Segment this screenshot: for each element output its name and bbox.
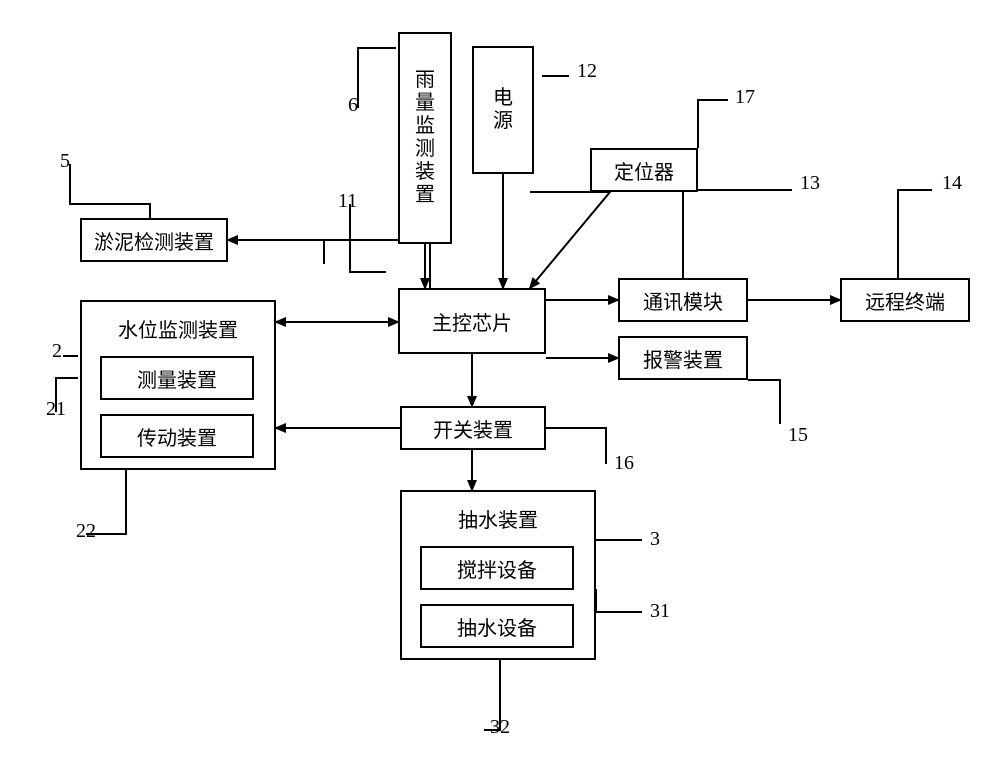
label-13: 13 (800, 172, 820, 195)
mud-box: 淤泥检测装置 (80, 218, 228, 262)
comm-box: 通讯模块 (618, 278, 748, 322)
alarm-box: 报警装置 (618, 336, 748, 380)
label-11: 11 (338, 190, 357, 213)
label-32: 32 (490, 716, 510, 739)
pump-pumpE: 抽水设备 (420, 604, 574, 648)
remote-box: 远程终端 (840, 278, 970, 322)
switch-box: 开关装置 (400, 406, 546, 450)
label-5: 5 (60, 150, 70, 173)
label-31: 31 (650, 600, 670, 623)
label-12: 12 (577, 60, 597, 83)
locator-box: 定位器 (590, 148, 698, 192)
label-17: 17 (735, 86, 755, 109)
label-6: 6 (348, 94, 358, 117)
water-drive: 传动装置 (100, 414, 254, 458)
power-box: 电源 (472, 46, 534, 174)
pump-title: 抽水装置 (400, 504, 596, 533)
pump-stir: 搅拌设备 (420, 546, 574, 590)
label-16: 16 (614, 452, 634, 475)
mcu-box: 主控芯片 (398, 288, 546, 354)
water-title: 水位监测装置 (80, 314, 276, 343)
label-2: 2 (52, 340, 62, 363)
label-3: 3 (650, 528, 660, 551)
label-15: 15 (788, 424, 808, 447)
label-14: 14 (942, 172, 962, 195)
label-21: 21 (46, 398, 66, 421)
rain-box: 雨量监测装置 (398, 32, 452, 244)
water-measure: 测量装置 (100, 356, 254, 400)
label-22: 22 (76, 520, 96, 543)
